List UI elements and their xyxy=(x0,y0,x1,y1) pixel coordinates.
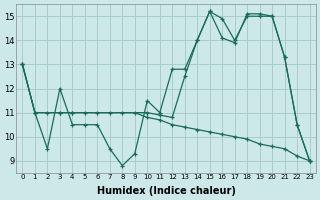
X-axis label: Humidex (Indice chaleur): Humidex (Indice chaleur) xyxy=(97,186,236,196)
